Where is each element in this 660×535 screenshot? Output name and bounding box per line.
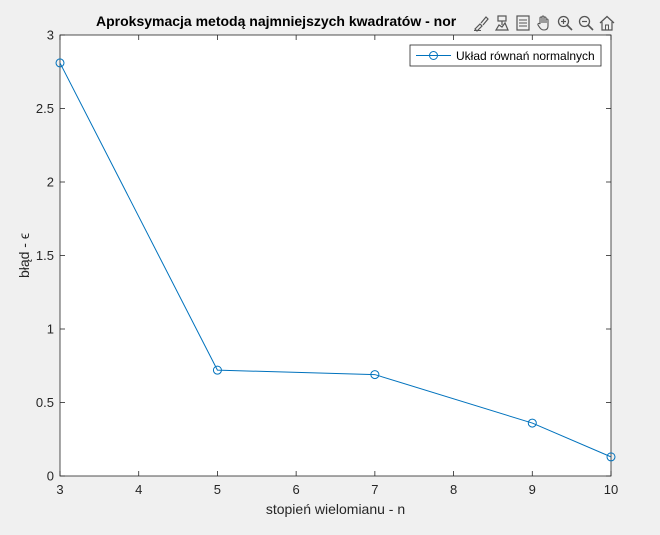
x-tick-label: 3	[56, 482, 63, 497]
zoom-out-button[interactable]	[576, 13, 596, 33]
y-tick-label: 0.5	[36, 395, 54, 410]
x-axis-label: stopień wielomianu - n	[266, 501, 405, 517]
axes-background[interactable]	[60, 35, 611, 476]
y-tick-label: 2	[47, 175, 54, 190]
zoom-out-icon	[578, 15, 594, 31]
data-point-marker[interactable]	[212, 365, 222, 375]
legend-marker-swatch	[429, 51, 438, 60]
y-tick-label: 0	[47, 469, 54, 484]
x-ticks: 3 4 5 6 7 8 9 10	[56, 35, 618, 497]
brush-icon	[474, 16, 489, 32]
data-cursor-button[interactable]	[492, 13, 512, 33]
edit-plot-button[interactable]	[513, 13, 533, 33]
zoom-in-icon	[557, 15, 573, 31]
data-cursor-icon	[494, 15, 509, 31]
chart-title-container: Aproksymacja metodą najmniejszych kwadra…	[60, 11, 472, 33]
data-point-marker[interactable]	[370, 370, 380, 380]
zoom-in-button[interactable]	[555, 13, 575, 33]
legend-entry-label: Układ równań normalnych	[456, 49, 595, 63]
home-button[interactable]	[597, 13, 617, 33]
y-ticks: 0 0.5 1 1.5 2 2.5 3	[36, 28, 611, 484]
x-tick-label: 4	[135, 482, 142, 497]
series-line[interactable]	[59, 62, 612, 458]
x-tick-label: 8	[450, 482, 457, 497]
legend[interactable]: Układ równań normalnych	[409, 44, 602, 67]
legend-box	[409, 44, 602, 67]
data-point-marker[interactable]	[606, 452, 616, 462]
data-point-marker[interactable]	[55, 58, 65, 68]
pan-button[interactable]	[534, 13, 554, 33]
y-tick-label: 1	[47, 322, 54, 337]
brush-button[interactable]	[471, 13, 491, 33]
y-tick-label: 1.5	[36, 248, 54, 263]
y-tick-label: 3	[47, 28, 54, 43]
y-tick-label: 2.5	[36, 101, 54, 116]
edit-plot-icon	[516, 15, 530, 31]
y-axis-label: błąd - ϵ	[16, 233, 32, 278]
x-tick-label: 6	[293, 482, 300, 497]
chart-title: Aproksymacja metodą najmniejszych kwadra…	[96, 13, 457, 29]
x-tick-label: 10	[604, 482, 618, 497]
data-point-marker[interactable]	[527, 418, 537, 428]
x-tick-label: 5	[214, 482, 221, 497]
x-tick-label: 7	[371, 482, 378, 497]
series-layer	[55, 58, 616, 462]
home-icon	[599, 15, 615, 31]
x-tick-label: 9	[529, 482, 536, 497]
pan-icon	[537, 15, 549, 31]
axes-toolbar	[471, 12, 617, 34]
